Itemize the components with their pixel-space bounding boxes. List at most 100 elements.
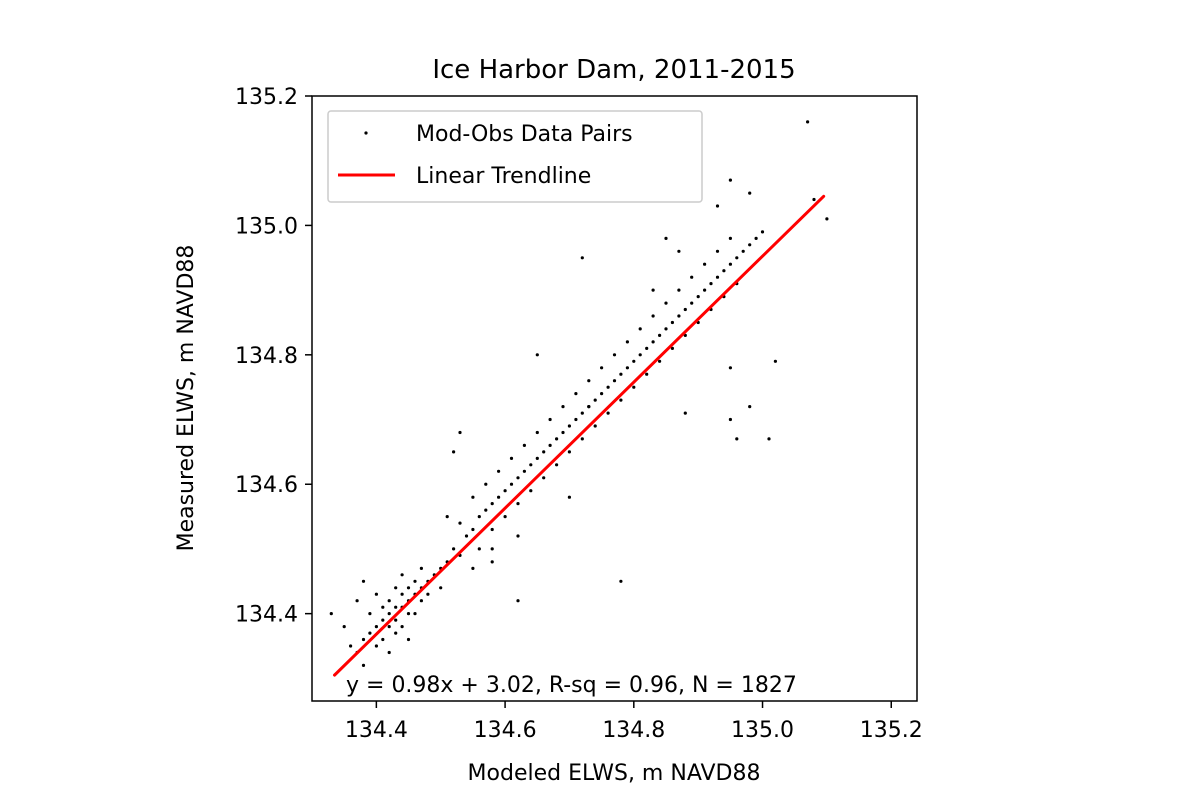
data-point — [406, 586, 411, 590]
data-point — [690, 301, 694, 305]
data-point — [452, 547, 456, 551]
data-point — [683, 307, 687, 312]
data-point — [580, 411, 584, 415]
data-point — [760, 230, 765, 234]
y-axis-ticks: 134.4 134.6 134.8 135.0 135.2 — [235, 85, 312, 628]
data-point — [387, 625, 391, 629]
data-point — [368, 631, 372, 635]
data-point — [638, 327, 642, 331]
data-point — [658, 333, 662, 337]
data-point — [606, 385, 610, 389]
x-tick-label: 134.6 — [474, 718, 537, 743]
data-point — [561, 405, 565, 409]
data-point — [374, 592, 378, 596]
data-point — [722, 269, 726, 273]
data-point — [394, 618, 398, 622]
data-point — [677, 249, 681, 253]
data-point — [670, 346, 675, 350]
data-point — [535, 456, 539, 460]
data-point — [400, 625, 404, 629]
data-point — [361, 579, 366, 583]
data-point — [735, 256, 739, 260]
data-point — [490, 547, 494, 551]
data-point — [445, 515, 449, 519]
data-point — [368, 612, 372, 616]
data-point — [342, 625, 346, 629]
data-point — [329, 612, 333, 616]
regression-annotation: y = 0.98x + 3.02, R-sq = 0.96, N = 1827 — [346, 673, 797, 698]
data-point — [664, 301, 668, 305]
x-tick-label: 135.0 — [731, 718, 794, 743]
data-point — [567, 495, 572, 499]
y-tick-label: 135.2 — [235, 85, 298, 110]
data-point — [522, 443, 527, 447]
data-point — [535, 430, 539, 435]
data-point — [535, 353, 539, 357]
data-point — [619, 579, 623, 583]
data-point — [806, 120, 810, 124]
data-point — [439, 586, 443, 590]
data-point — [812, 197, 816, 202]
data-point — [413, 612, 417, 616]
data-point — [728, 366, 733, 370]
data-point — [632, 359, 636, 363]
chart-title: Ice Harbor Dam, 2011-2015 — [432, 55, 795, 85]
data-point — [458, 521, 462, 525]
data-point — [632, 385, 636, 389]
data-point — [773, 359, 778, 363]
data-point — [374, 625, 378, 629]
data-point — [703, 262, 707, 266]
data-point — [522, 469, 527, 473]
data-point — [413, 579, 417, 583]
data-point — [600, 392, 604, 396]
data-point — [394, 605, 398, 609]
data-point — [683, 411, 687, 415]
data-point — [606, 411, 610, 415]
data-point — [361, 663, 366, 668]
data-point — [748, 405, 752, 409]
data-point — [355, 599, 359, 603]
data-point — [361, 637, 366, 642]
plot-frame — [311, 95, 918, 702]
data-point — [651, 340, 655, 344]
data-point — [490, 502, 494, 506]
data-point — [638, 353, 642, 357]
data-point — [452, 450, 456, 454]
data-point — [529, 489, 533, 493]
data-point — [394, 586, 398, 590]
data-point — [625, 340, 630, 344]
data-point — [349, 644, 353, 648]
data-point — [400, 592, 404, 596]
data-point — [381, 637, 385, 642]
data-point — [387, 650, 391, 655]
data-point — [387, 599, 391, 603]
data-point — [574, 392, 578, 396]
data-point — [567, 424, 572, 428]
data-point — [497, 469, 501, 473]
data-point — [509, 456, 514, 460]
data-point — [503, 515, 507, 519]
data-point — [471, 566, 475, 571]
data-point — [567, 450, 572, 454]
data-point — [542, 450, 546, 454]
x-tick-label: 134.8 — [602, 718, 665, 743]
data-point — [477, 515, 481, 519]
data-point — [574, 417, 578, 422]
data-point — [651, 314, 655, 318]
data-point — [825, 217, 829, 221]
data-point — [419, 599, 423, 603]
y-tick-label: 135.0 — [235, 214, 298, 239]
data-point — [406, 612, 411, 616]
legend-label-data-pairs: Mod-Obs Data Pairs — [416, 122, 633, 147]
data-point — [677, 288, 681, 292]
y-tick-label: 134.8 — [235, 344, 298, 369]
data-point — [696, 295, 700, 299]
data-point — [548, 417, 552, 422]
data-point — [619, 398, 623, 402]
data-point — [381, 605, 385, 609]
data-point — [593, 424, 597, 428]
data-point — [587, 405, 591, 409]
data-point — [728, 262, 733, 266]
data-point — [619, 372, 623, 376]
data-point — [741, 249, 745, 253]
